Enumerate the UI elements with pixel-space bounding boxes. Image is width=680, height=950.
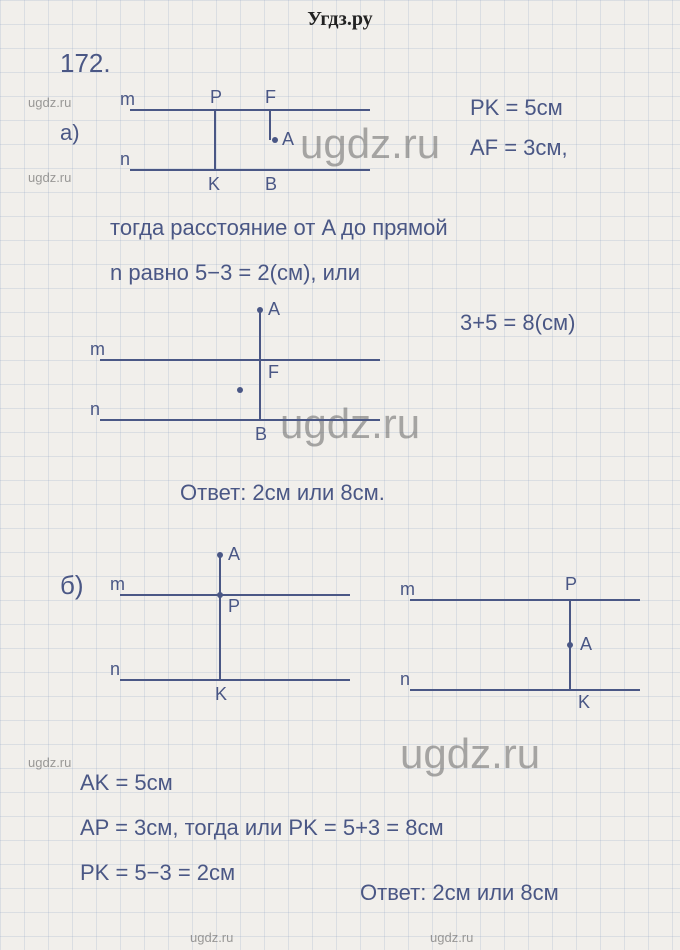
text-a-line2: n равно 5−3 = 2(см), или	[110, 260, 360, 286]
label-F: F	[268, 362, 279, 382]
site-header: Угдз.ру	[0, 8, 680, 31]
diagram-b-right: m n P A K	[400, 560, 650, 730]
diagram-a2: m n A F B	[90, 300, 390, 450]
label-B: B	[265, 174, 277, 194]
label-A: A	[228, 544, 240, 564]
label-m: m	[400, 579, 415, 599]
text-b-pk: PK = 5−3 = 2см	[80, 860, 235, 886]
answer-b: Ответ: 2см или 8см	[360, 880, 559, 906]
label-A: A	[282, 129, 294, 149]
label-K: K	[578, 692, 590, 712]
part-b-label: б)	[60, 570, 84, 601]
diagram-a1: m n P F A K B	[120, 85, 380, 195]
text-a-line1: тогда расстояние от A до прямой	[110, 215, 448, 241]
text-a-line3: 3+5 = 8(см)	[460, 310, 575, 336]
label-n: n	[400, 669, 410, 689]
label-m: m	[90, 339, 105, 359]
text-b-ak: AK = 5см	[80, 770, 173, 796]
label-P: P	[210, 87, 222, 107]
diagram-b-left: m n A P K	[110, 540, 360, 710]
label-n: n	[120, 149, 130, 169]
part-a-label: а)	[60, 120, 80, 146]
label-n: n	[90, 399, 100, 419]
answer-a: Ответ: 2см или 8см.	[180, 480, 385, 506]
watermark-small: ugdz.ru	[28, 755, 71, 770]
label-B: B	[255, 424, 267, 444]
text-given-af: AF = 3см,	[470, 135, 568, 161]
page-content: Угдз.ру ugdz.ru ugdz.ru ugdz.ru ugdz.ru …	[0, 0, 680, 950]
label-K: K	[208, 174, 220, 194]
label-m: m	[120, 89, 135, 109]
problem-number: 172.	[60, 48, 111, 79]
text-b-ap: AP = 3см, тогда или PK = 5+3 = 8см	[80, 815, 444, 841]
watermark-large: ugdz.ru	[400, 730, 540, 778]
label-A: A	[268, 300, 280, 319]
label-P: P	[565, 574, 577, 594]
watermark-small: ugdz.ru	[28, 95, 71, 110]
watermark-small: ugdz.ru	[28, 170, 71, 185]
watermark-small: ugdz.ru	[430, 930, 473, 945]
label-F: F	[265, 87, 276, 107]
label-K: K	[215, 684, 227, 704]
text-given-pk: PK = 5см	[470, 95, 563, 121]
label-m: m	[110, 574, 125, 594]
label-P: P	[228, 596, 240, 616]
label-n: n	[110, 659, 120, 679]
watermark-small: ugdz.ru	[190, 930, 233, 945]
label-A: A	[580, 634, 592, 654]
